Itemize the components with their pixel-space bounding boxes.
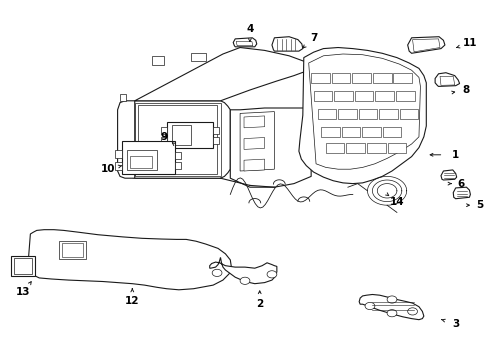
Polygon shape bbox=[152, 56, 164, 65]
Polygon shape bbox=[441, 170, 457, 180]
Polygon shape bbox=[240, 112, 274, 171]
Text: 9: 9 bbox=[161, 132, 168, 142]
Polygon shape bbox=[383, 127, 401, 137]
Polygon shape bbox=[233, 38, 257, 47]
Polygon shape bbox=[135, 48, 311, 101]
Bar bbox=[122, 141, 175, 174]
Polygon shape bbox=[135, 103, 220, 176]
Text: 4: 4 bbox=[246, 24, 254, 34]
Bar bbox=[161, 127, 167, 134]
Polygon shape bbox=[453, 187, 470, 199]
Text: 10: 10 bbox=[100, 164, 115, 174]
Polygon shape bbox=[210, 257, 277, 284]
Bar bbox=[115, 162, 122, 170]
Polygon shape bbox=[272, 37, 303, 51]
Text: 11: 11 bbox=[463, 38, 478, 48]
Polygon shape bbox=[118, 101, 135, 178]
Polygon shape bbox=[125, 101, 230, 178]
Polygon shape bbox=[435, 73, 460, 86]
Polygon shape bbox=[138, 105, 217, 174]
Text: 6: 6 bbox=[457, 179, 464, 189]
Polygon shape bbox=[342, 127, 360, 137]
Polygon shape bbox=[359, 294, 424, 320]
Polygon shape bbox=[408, 37, 445, 53]
Polygon shape bbox=[309, 54, 420, 169]
Polygon shape bbox=[379, 109, 398, 119]
Polygon shape bbox=[393, 73, 412, 83]
Text: 5: 5 bbox=[477, 200, 484, 210]
Polygon shape bbox=[314, 91, 332, 101]
Polygon shape bbox=[244, 138, 265, 149]
Bar bbox=[127, 150, 157, 170]
Text: 13: 13 bbox=[16, 287, 31, 297]
Bar bbox=[213, 137, 219, 144]
Polygon shape bbox=[346, 143, 365, 153]
Polygon shape bbox=[355, 91, 373, 101]
Polygon shape bbox=[230, 108, 311, 187]
Polygon shape bbox=[120, 94, 126, 101]
Bar bbox=[161, 137, 167, 144]
Bar bbox=[115, 150, 122, 158]
Text: 1: 1 bbox=[452, 150, 459, 160]
Polygon shape bbox=[367, 143, 386, 153]
Circle shape bbox=[240, 277, 250, 284]
Circle shape bbox=[267, 271, 277, 278]
Polygon shape bbox=[334, 91, 353, 101]
Polygon shape bbox=[321, 127, 340, 137]
Circle shape bbox=[387, 310, 397, 317]
Polygon shape bbox=[28, 230, 231, 290]
Polygon shape bbox=[236, 41, 253, 46]
Polygon shape bbox=[244, 159, 265, 171]
Polygon shape bbox=[400, 109, 418, 119]
Text: 8: 8 bbox=[462, 85, 469, 95]
Text: 2: 2 bbox=[256, 299, 263, 309]
Polygon shape bbox=[388, 143, 406, 153]
Bar bbox=[175, 162, 181, 169]
Bar bbox=[130, 156, 152, 168]
Bar bbox=[167, 122, 213, 148]
Polygon shape bbox=[359, 109, 377, 119]
Polygon shape bbox=[299, 48, 426, 184]
Text: 7: 7 bbox=[310, 33, 318, 43]
Polygon shape bbox=[362, 127, 381, 137]
Polygon shape bbox=[338, 109, 357, 119]
Text: 3: 3 bbox=[452, 319, 459, 329]
Polygon shape bbox=[440, 76, 455, 85]
Circle shape bbox=[408, 308, 417, 315]
Polygon shape bbox=[318, 109, 336, 119]
Polygon shape bbox=[375, 91, 394, 101]
Polygon shape bbox=[352, 73, 371, 83]
Polygon shape bbox=[191, 53, 206, 61]
Circle shape bbox=[365, 302, 375, 310]
Circle shape bbox=[387, 296, 397, 303]
Bar bbox=[11, 256, 35, 276]
Text: 14: 14 bbox=[390, 197, 404, 207]
Circle shape bbox=[212, 269, 222, 276]
Polygon shape bbox=[244, 116, 265, 128]
Polygon shape bbox=[59, 241, 86, 259]
Bar bbox=[175, 152, 181, 159]
Polygon shape bbox=[413, 39, 440, 52]
Polygon shape bbox=[311, 73, 330, 83]
Bar bbox=[172, 125, 191, 145]
Bar bbox=[213, 127, 219, 134]
Polygon shape bbox=[326, 143, 344, 153]
Polygon shape bbox=[373, 73, 392, 83]
Polygon shape bbox=[62, 243, 83, 257]
Text: 12: 12 bbox=[125, 296, 140, 306]
Polygon shape bbox=[332, 73, 350, 83]
Bar bbox=[14, 258, 32, 274]
Polygon shape bbox=[396, 91, 415, 101]
